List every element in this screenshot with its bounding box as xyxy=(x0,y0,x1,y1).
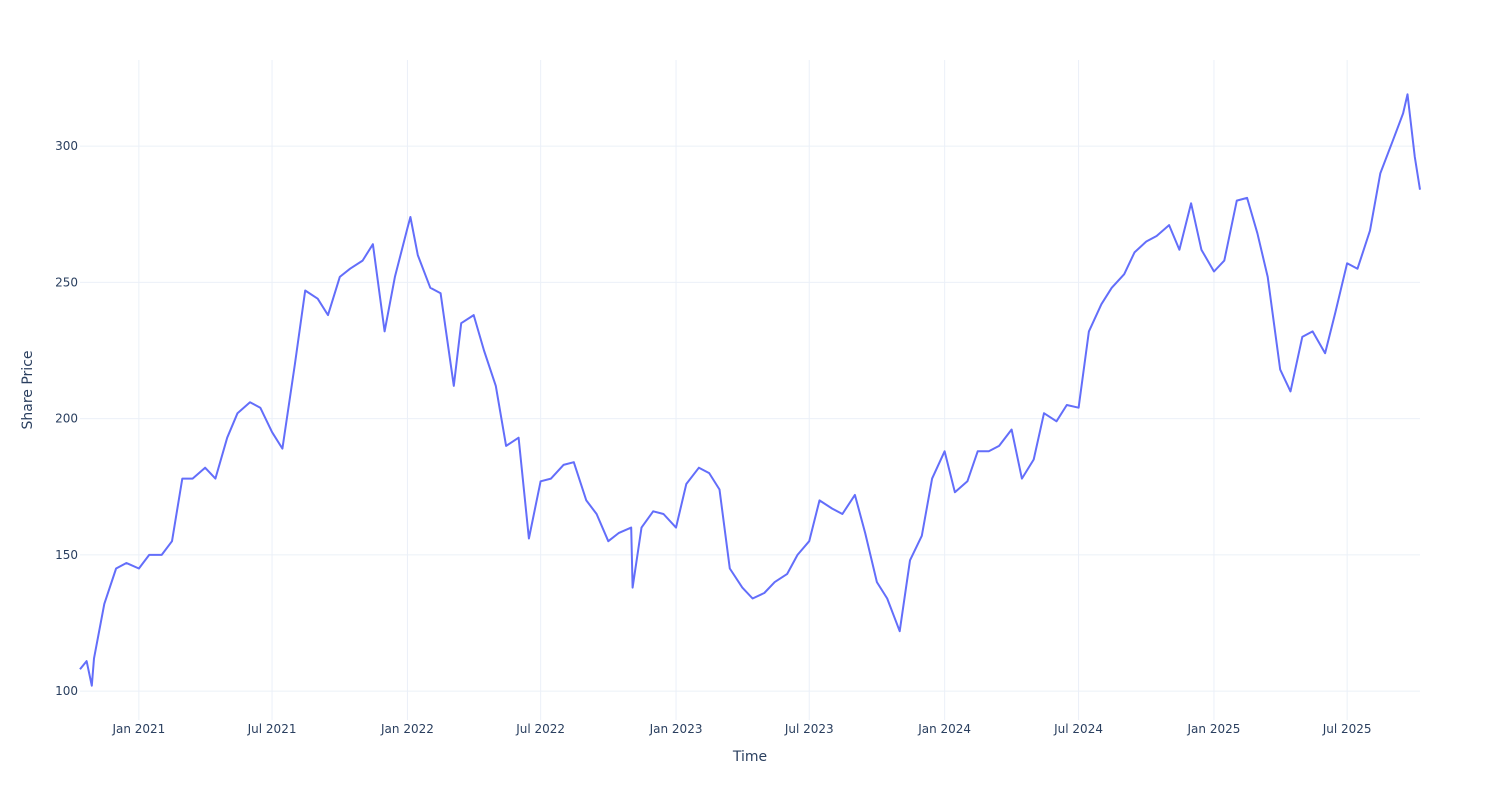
share-price-line xyxy=(79,93,1421,687)
x-tick-label: Jan 2023 xyxy=(649,722,703,736)
y-axis-ticks: 100 150 200 250 300 xyxy=(55,139,78,698)
x-tick-label: Jan 2022 xyxy=(380,722,434,736)
x-tick-label: Jan 2024 xyxy=(917,722,971,736)
y-axis-title: Share Price xyxy=(20,350,36,429)
y-gridlines xyxy=(80,145,1420,692)
x-tick-label: Jul 2025 xyxy=(1322,722,1372,736)
x-tick-label: Jan 2025 xyxy=(1187,722,1241,736)
y-tick-label: 300 xyxy=(55,139,78,153)
x-axis-ticks: Jan 2021 Jul 2021 Jan 2022 Jul 2022 Jan 2023… xyxy=(111,722,1371,736)
y-tick-label: 200 xyxy=(55,412,78,426)
x-tick-label: Jul 2024 xyxy=(1053,722,1103,736)
x-gridlines xyxy=(138,60,1348,720)
y-tick-label: 250 xyxy=(55,275,78,289)
x-tick-label: Jul 2023 xyxy=(784,722,834,736)
x-tick-label: Jan 2021 xyxy=(111,722,165,736)
x-tick-label: Jul 2021 xyxy=(247,722,297,736)
y-tick-label: 150 xyxy=(55,548,78,562)
y-tick-label: 100 xyxy=(55,684,78,698)
x-tick-label: Jul 2022 xyxy=(515,722,565,736)
x-axis-title: Time xyxy=(732,749,767,765)
